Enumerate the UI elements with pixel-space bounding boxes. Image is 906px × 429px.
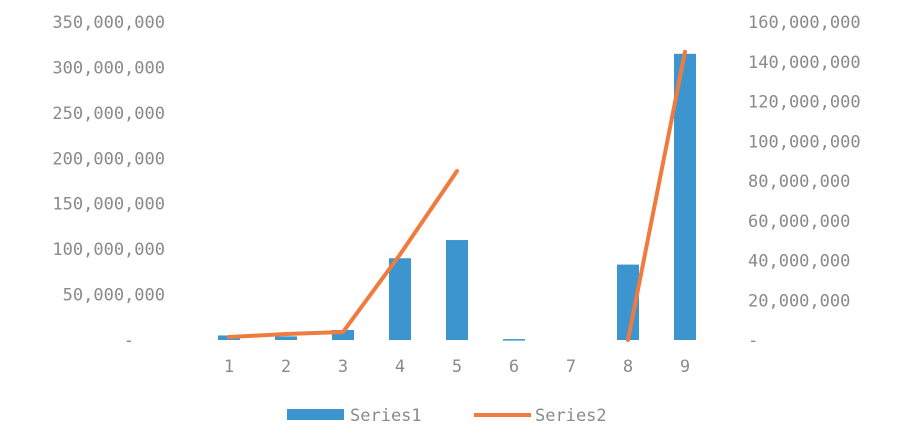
right-y-tick-label: - bbox=[748, 331, 758, 351]
left-y-tick-label: 300,000,000 bbox=[52, 58, 165, 78]
series1-bars bbox=[218, 53, 696, 341]
right-y-tick-label: 160,000,000 bbox=[748, 13, 861, 33]
x-tick-label: 1 bbox=[224, 357, 234, 377]
x-tick-label: 7 bbox=[566, 357, 576, 377]
right-y-tick-label: 140,000,000 bbox=[748, 53, 861, 73]
left-y-tick-label: 50,000,000 bbox=[63, 286, 165, 306]
left-y-tick-label: 100,000,000 bbox=[52, 240, 165, 260]
series2-line bbox=[227, 169, 459, 340]
series1-bar bbox=[275, 336, 297, 340]
x-tick-label: 5 bbox=[452, 357, 462, 377]
legend-swatch-series1 bbox=[287, 409, 344, 420]
legend: Series1 Series2 bbox=[287, 406, 607, 426]
series2-line bbox=[626, 49, 687, 342]
left-y-tick-label: - bbox=[124, 331, 134, 351]
right-y-tick-label: 40,000,000 bbox=[748, 252, 850, 272]
series1-bar bbox=[503, 339, 525, 341]
x-tick-label: 8 bbox=[623, 357, 633, 377]
legend-label-series1: Series1 bbox=[350, 406, 422, 426]
right-y-tick-label: 20,000,000 bbox=[748, 291, 850, 311]
right-y-tick-label: 120,000,000 bbox=[748, 93, 861, 113]
series1-bar bbox=[332, 330, 354, 340]
left-y-tick-label: 250,000,000 bbox=[52, 104, 165, 124]
series1-bar bbox=[674, 53, 696, 341]
right-y-tick-label: 80,000,000 bbox=[748, 172, 850, 192]
series1-bar bbox=[389, 258, 411, 340]
right-y-tick-label: 60,000,000 bbox=[748, 212, 850, 232]
legend-label-series2: Series2 bbox=[535, 406, 607, 426]
x-tick-label: 6 bbox=[509, 357, 519, 377]
x-tick-label: 9 bbox=[680, 357, 690, 377]
right-y-axis: - 20,000,000 40,000,000 60,000,000 80,000,00… bbox=[748, 13, 861, 351]
left-y-tick-label: 350,000,000 bbox=[52, 13, 165, 33]
x-axis: 1 2 3 4 5 6 7 8 9 bbox=[224, 357, 690, 377]
x-tick-label: 2 bbox=[281, 357, 291, 377]
series2-line-group bbox=[227, 49, 687, 342]
right-y-tick-label: 100,000,000 bbox=[748, 132, 861, 152]
x-tick-label: 4 bbox=[395, 357, 405, 377]
series1-bar bbox=[446, 240, 468, 340]
x-tick-label: 3 bbox=[338, 357, 348, 377]
left-y-tick-label: 200,000,000 bbox=[52, 149, 165, 169]
left-y-tick-label: 150,000,000 bbox=[52, 195, 165, 215]
left-y-axis: - 50,000,000 100,000,000 150,000,000 200,000… bbox=[52, 13, 165, 351]
